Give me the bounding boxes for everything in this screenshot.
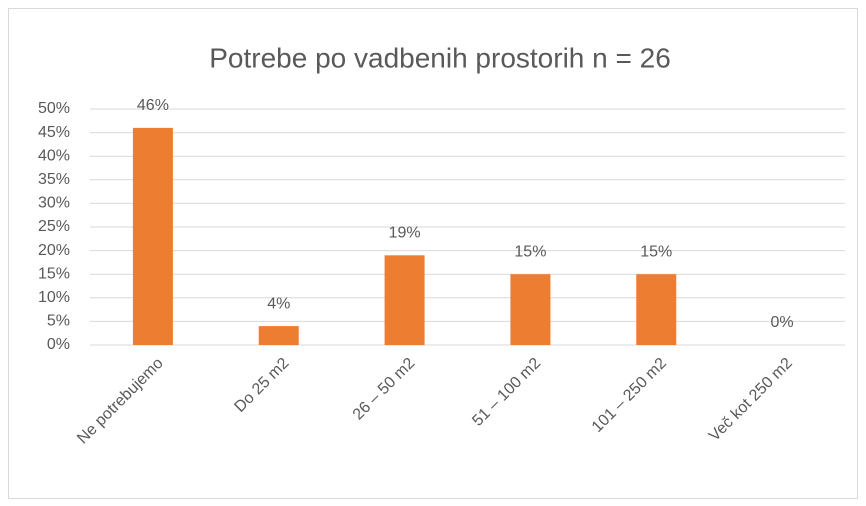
y-tick-label: 40% bbox=[38, 147, 70, 164]
bar bbox=[510, 274, 551, 345]
data-label: 15% bbox=[514, 243, 546, 260]
chart-title: Potrebe po vadbenih prostorih n = 26 bbox=[209, 42, 671, 73]
y-tick-label: 5% bbox=[47, 313, 70, 330]
y-tick-label: 35% bbox=[38, 171, 70, 188]
y-tick-label: 0% bbox=[47, 336, 70, 353]
data-label: 15% bbox=[640, 243, 672, 260]
data-label: 0% bbox=[771, 314, 794, 331]
data-label: 4% bbox=[267, 295, 290, 312]
y-tick-label: 25% bbox=[38, 218, 70, 235]
y-tick-label: 15% bbox=[38, 265, 70, 282]
y-tick-label: 50% bbox=[38, 100, 70, 117]
y-tick-label: 10% bbox=[38, 289, 70, 306]
y-tick-label: 30% bbox=[38, 195, 70, 212]
y-tick-label: 45% bbox=[38, 124, 70, 141]
data-label: 19% bbox=[389, 225, 421, 242]
bar bbox=[258, 326, 299, 345]
y-tick-label: 20% bbox=[38, 242, 70, 259]
data-label: 46% bbox=[137, 97, 169, 114]
bar bbox=[384, 255, 425, 345]
bar bbox=[636, 274, 677, 345]
bar bbox=[132, 127, 173, 345]
